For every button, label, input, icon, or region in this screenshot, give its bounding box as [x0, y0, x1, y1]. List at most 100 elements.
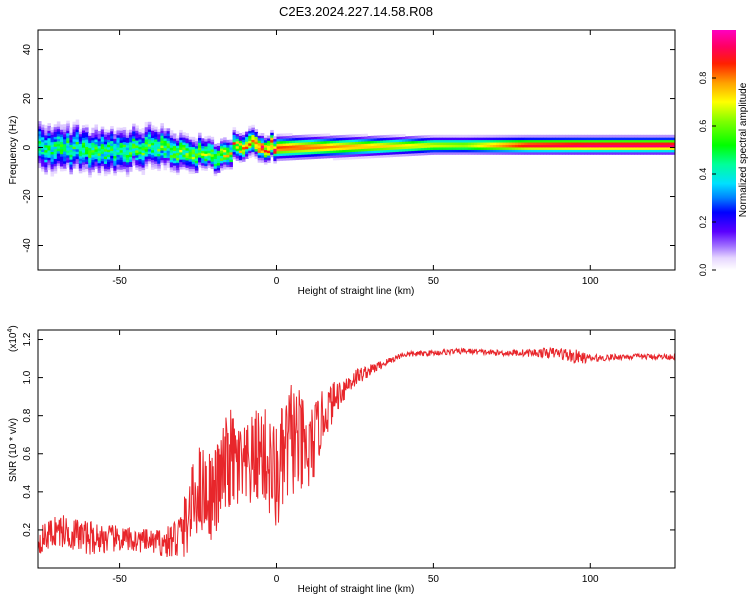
heatmap-cell — [665, 134, 670, 138]
heatmap-cell — [119, 149, 124, 153]
heatmap-cell — [81, 132, 86, 136]
heatmap-cell — [160, 150, 164, 153]
heatmap-cell — [141, 159, 146, 163]
heatmap-cell — [464, 134, 469, 138]
heatmap-cell — [59, 124, 64, 128]
heatmap-cell — [251, 151, 255, 155]
heatmap-cell — [204, 165, 208, 169]
heatmap-cell — [449, 144, 453, 148]
heatmap-cell — [549, 144, 554, 148]
heatmap-cell — [311, 134, 315, 138]
heatmap-cell — [241, 141, 246, 145]
heatmap-cell — [47, 128, 51, 131]
heatmap-cell — [238, 147, 243, 151]
heatmap-cell — [241, 151, 246, 155]
heatmap-cell — [389, 146, 393, 150]
heatmap-cell — [166, 162, 171, 166]
heatmap-cell — [599, 149, 604, 153]
heatmap-cell — [185, 155, 190, 159]
heatmap-cell — [289, 137, 293, 141]
heatmap-cell — [392, 139, 397, 143]
heatmap-cell — [232, 132, 237, 135]
heatmap-cell — [85, 156, 89, 160]
heatmap-cell — [282, 135, 287, 139]
heatmap-cell — [546, 137, 550, 141]
heatmap-cell — [511, 151, 516, 155]
heatmap-cell — [166, 152, 171, 156]
heatmap-cell — [599, 147, 604, 150]
heatmap-cell — [493, 149, 497, 153]
heatmap-cell — [97, 165, 102, 169]
heatmap-cell — [402, 141, 406, 145]
heatmap-cell — [370, 152, 375, 156]
heatmap-cell — [471, 151, 475, 155]
colorbar-tick-label: 0.2 — [698, 216, 708, 229]
heatmap-cell — [662, 142, 666, 146]
heatmap-cell — [311, 144, 315, 147]
heatmap-cell — [659, 134, 663, 138]
heatmap-cell — [568, 149, 572, 153]
heatmap-cell — [587, 144, 591, 148]
heatmap-cell — [596, 134, 601, 138]
heatmap-cell — [97, 167, 102, 171]
heatmap-cell — [154, 129, 158, 133]
heatmap-cell — [351, 154, 356, 157]
heatmap-cell — [317, 151, 321, 154]
heatmap-cell — [72, 160, 77, 164]
heatmap-cell — [182, 134, 186, 138]
heatmap-cell — [188, 158, 193, 162]
heatmap-cell — [558, 137, 563, 141]
heatmap-cell — [213, 163, 218, 167]
snr-x-tick-label: 100 — [582, 574, 599, 585]
heatmap-cell — [157, 129, 161, 132]
heatmap-cell — [543, 147, 547, 150]
heatmap-cell — [229, 139, 233, 143]
heatmap-cell — [116, 159, 120, 163]
heatmap-cell — [135, 137, 139, 141]
heatmap-cell — [150, 137, 155, 141]
heatmap-cell — [354, 136, 359, 140]
heatmap-cell — [72, 148, 77, 152]
heatmap-cell — [417, 147, 422, 151]
heatmap-cell — [370, 135, 375, 139]
heatmap-cell — [351, 151, 356, 155]
heatmap-cell — [194, 167, 199, 171]
heatmap-cell — [320, 143, 324, 147]
heatmap-cell — [631, 134, 635, 138]
heatmap-cell — [166, 133, 171, 137]
heatmap-cell — [508, 147, 513, 150]
heatmap-cell — [41, 151, 45, 155]
heatmap-cell — [72, 133, 77, 137]
heatmap-cell — [172, 153, 177, 156]
heatmap-cell — [571, 151, 575, 155]
heatmap-cell — [602, 142, 607, 146]
heatmap-cell — [624, 134, 629, 138]
heatmap-cell — [132, 150, 136, 154]
heatmap-cell — [207, 157, 211, 161]
heatmap-cell — [383, 142, 387, 146]
heatmap-cell — [169, 154, 174, 158]
heatmap-cell — [129, 161, 133, 165]
heatmap-cell — [640, 147, 645, 150]
heatmap-cell — [91, 137, 95, 141]
heatmap-cell — [568, 134, 572, 138]
heatmap-cell — [85, 166, 89, 170]
heatmap-cell — [423, 152, 428, 156]
heatmap-cell — [103, 146, 108, 150]
heatmap-cell — [38, 165, 42, 169]
heatmap-cell — [518, 149, 522, 153]
heatmap-cell — [480, 134, 484, 138]
heatmap-cell — [656, 142, 660, 146]
heatmap-cell — [182, 149, 186, 153]
heatmap-cell — [157, 163, 161, 167]
heatmap-cell — [461, 134, 466, 138]
heatmap-cell — [618, 149, 623, 153]
heatmap-cell — [395, 146, 400, 150]
heatmap-cell — [201, 160, 205, 164]
heatmap-cell — [314, 153, 318, 157]
heatmap-cell — [194, 155, 199, 159]
heatmap-cell — [223, 147, 227, 150]
heatmap-cell — [150, 166, 155, 170]
heatmap-cell — [194, 143, 199, 147]
heatmap-cell — [273, 150, 277, 154]
